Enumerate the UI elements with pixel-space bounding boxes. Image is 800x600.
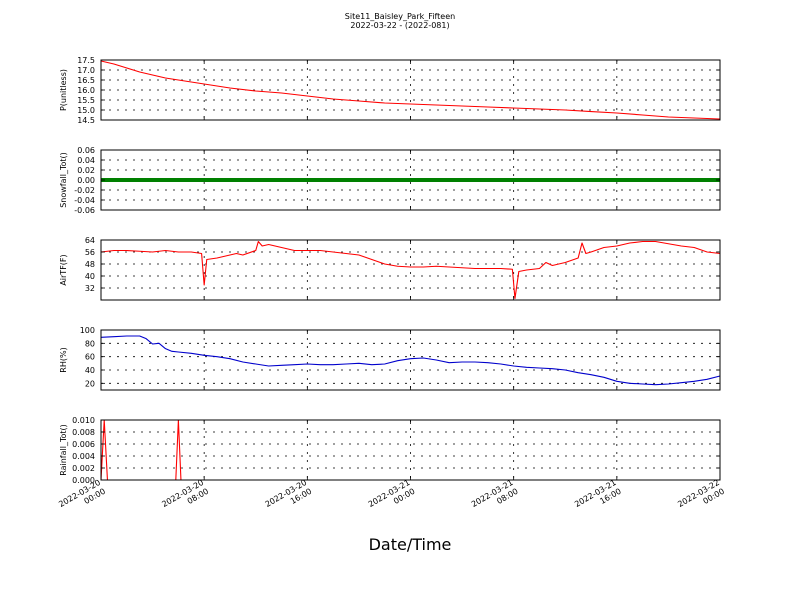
y-tick-label: 0.02 bbox=[77, 166, 95, 175]
chart-subtitle: 2022-03-22 - (2022-081) bbox=[350, 21, 449, 30]
y-tick-label: 16.5 bbox=[77, 76, 95, 85]
y-tick-label: 15.5 bbox=[77, 96, 95, 105]
panel-3: 64 56 48 40 32 AirTF(F) bbox=[59, 236, 721, 301]
panel-1: 17.517.016.516.015.515.014.5 P(unitless) bbox=[59, 56, 721, 125]
y-tick-label: 0.000 bbox=[72, 476, 95, 485]
series-line bbox=[100, 335, 721, 386]
y-tick-label: 17.0 bbox=[77, 66, 95, 75]
y-tick-label: 48 bbox=[85, 260, 95, 269]
y-tick-label: 14.5 bbox=[77, 116, 95, 125]
y-tick-label: 100 bbox=[80, 326, 95, 335]
y-tick-label: 80 bbox=[85, 339, 95, 348]
y-tick-label: 0.008 bbox=[72, 428, 95, 437]
y-tick-label: 0.00 bbox=[77, 176, 95, 185]
y-axis-label: P(unitless) bbox=[59, 69, 68, 111]
y-axis-label: RH(%) bbox=[59, 347, 68, 372]
y-tick-label: 0.04 bbox=[77, 156, 95, 165]
x-axis-label: Date/Time bbox=[369, 535, 452, 554]
y-tick-label: 64 bbox=[85, 236, 95, 245]
y-tick-label: -0.06 bbox=[74, 206, 95, 215]
chart-title: Site11_Baisley_Park_Fifteen bbox=[345, 12, 455, 21]
y-axis-label: Rainfall_Tot() bbox=[59, 424, 68, 476]
series-line bbox=[100, 240, 721, 300]
y-tick-label: 40 bbox=[85, 272, 95, 281]
panel-5: 0.010 0.008 0.006 0.004 0.002 0.000 Rainfall_T… bbox=[59, 416, 721, 485]
y-axis-label: AirTF(F) bbox=[59, 254, 68, 285]
y-tick-label: 0.006 bbox=[72, 440, 95, 449]
y-tick-label: 40 bbox=[85, 366, 95, 375]
y-tick-label: -0.02 bbox=[74, 186, 95, 195]
y-tick-label: 17.5 bbox=[77, 56, 95, 65]
y-tick-label: 16.0 bbox=[77, 86, 95, 95]
y-tick-label: -0.04 bbox=[74, 196, 95, 205]
series-line bbox=[100, 60, 721, 120]
y-tick-label: 0.004 bbox=[72, 452, 95, 461]
y-axis-label: Snowfall_Tot() bbox=[59, 152, 68, 208]
y-tick-label: 20 bbox=[85, 379, 95, 388]
y-tick-label: 32 bbox=[85, 284, 95, 293]
y-tick-label: 0.002 bbox=[72, 464, 95, 473]
y-tick-label: 0.010 bbox=[72, 416, 95, 425]
y-tick-label: 15.0 bbox=[77, 106, 95, 115]
panel-2: 0.060.040.020.00-0.02-0.04-0.06 Snowfall_… bbox=[59, 146, 721, 215]
panels: 17.517.016.516.015.515.014.5 P(unitless) 0… bbox=[59, 56, 721, 485]
y-tick-label: 60 bbox=[85, 353, 95, 362]
panel-4: 100 80 60 40 20 RH(%) bbox=[59, 326, 721, 391]
y-tick-label: 56 bbox=[85, 248, 95, 257]
y-tick-label: 0.06 bbox=[77, 146, 95, 155]
